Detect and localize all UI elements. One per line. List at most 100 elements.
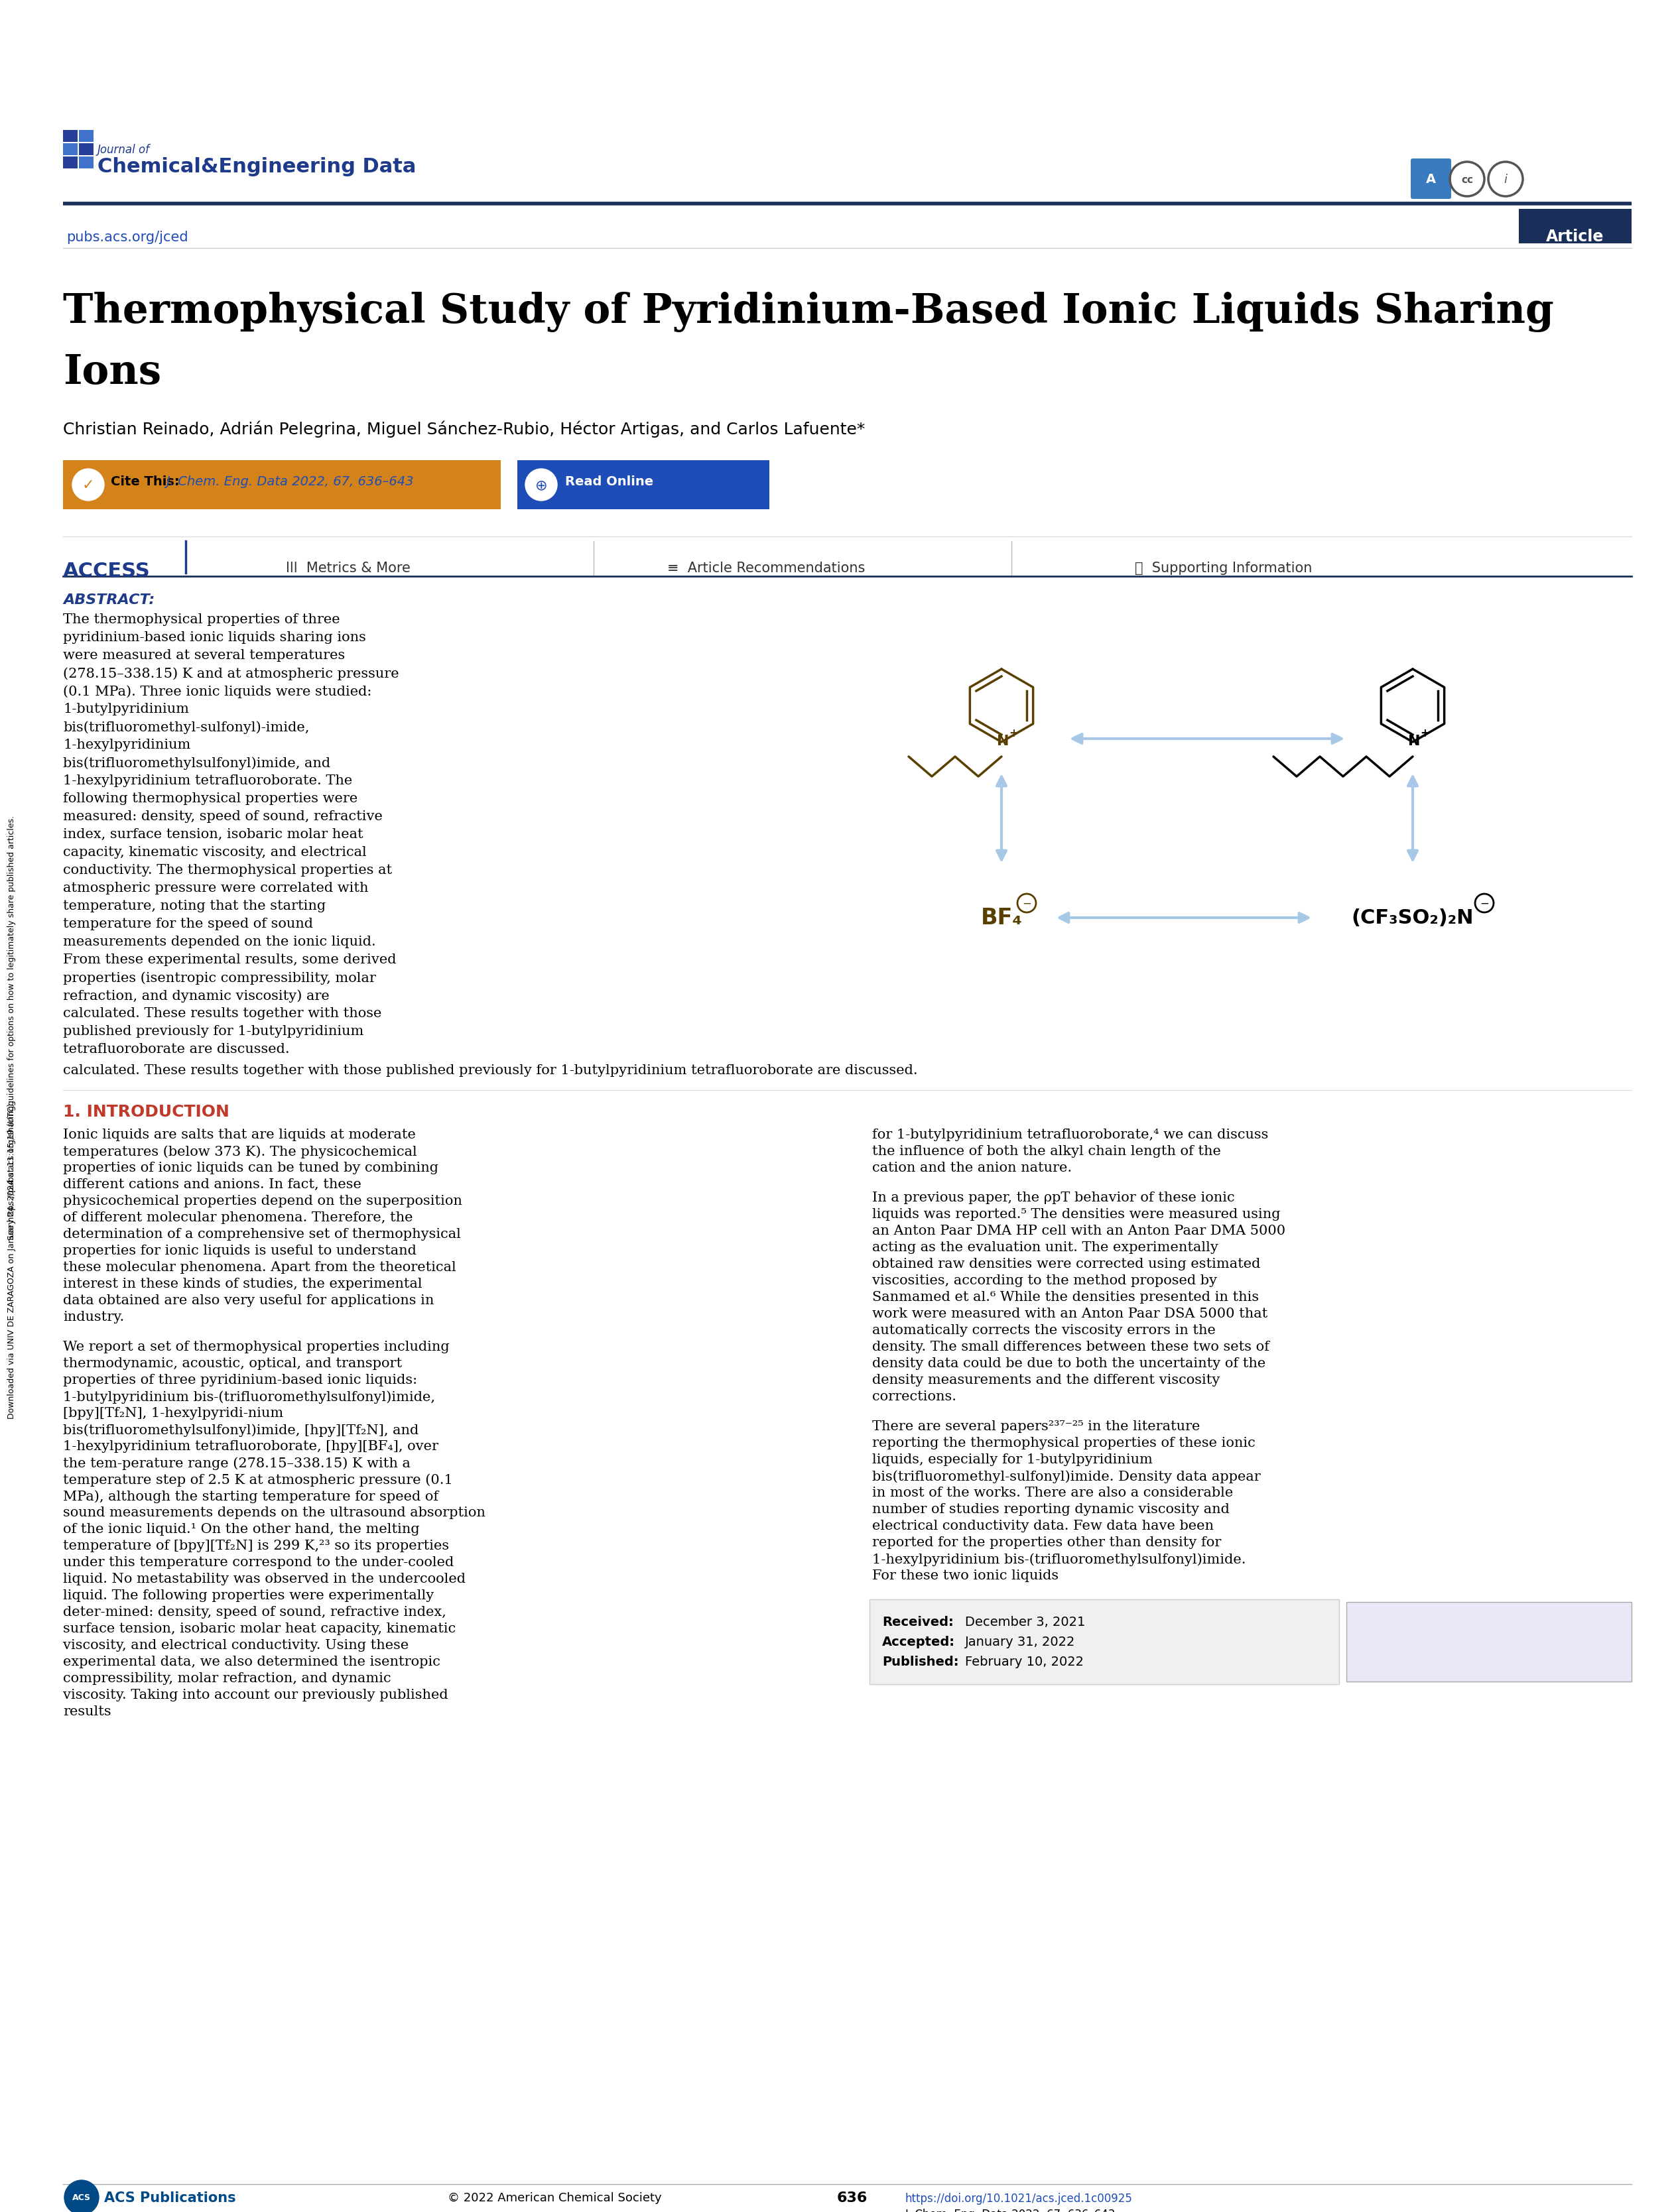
Text: liquids, especially for 1-butylpyridinium: liquids, especially for 1-butylpyridiniu… (873, 1453, 1153, 1467)
Text: ≡  Article Recommendations: ≡ Article Recommendations (668, 562, 864, 575)
Text: surface tension, isobaric molar heat capacity, kinematic: surface tension, isobaric molar heat cap… (64, 1621, 456, 1635)
Text: Christian Reinado, Adrián Pelegrina, Miguel Sánchez-Rubio, Héctor Artigas, and C: Christian Reinado, Adrián Pelegrina, Mig… (64, 420, 866, 438)
FancyBboxPatch shape (64, 460, 500, 509)
Text: (CF₃SO₂)₂N: (CF₃SO₂)₂N (1351, 909, 1473, 927)
Text: 1-hexylpyridinium: 1-hexylpyridinium (64, 739, 191, 752)
Text: −: − (1022, 898, 1032, 909)
FancyBboxPatch shape (1411, 159, 1451, 199)
Text: reporting the thermophysical properties of these ionic: reporting the thermophysical properties … (873, 1436, 1255, 1449)
Text: determination of a comprehensive set of thermophysical: determination of a comprehensive set of … (64, 1228, 461, 1241)
Text: 1-butylpyridinium bis-(trifluoromethylsulfonyl)imide,: 1-butylpyridinium bis-(trifluoromethylsu… (64, 1389, 435, 1402)
Text: Journal of: Journal of (97, 144, 149, 155)
FancyBboxPatch shape (1519, 210, 1631, 243)
Text: ACCESS: ACCESS (64, 562, 151, 582)
Text: Downloaded via UNIV DE ZARAGOZA on January 24, 2024 at 11:15:19 (UTC).: Downloaded via UNIV DE ZARAGOZA on Janua… (8, 1099, 17, 1418)
FancyBboxPatch shape (79, 131, 94, 142)
Text: We report a set of thermophysical properties including: We report a set of thermophysical proper… (64, 1340, 450, 1354)
Text: Ⓢ  Supporting Information: Ⓢ Supporting Information (1134, 562, 1312, 575)
Text: thermodynamic, acoustic, optical, and transport: thermodynamic, acoustic, optical, and tr… (64, 1356, 403, 1369)
FancyBboxPatch shape (79, 144, 94, 155)
Text: temperature, noting that the starting: temperature, noting that the starting (64, 900, 326, 911)
Text: Cite This:: Cite This: (111, 476, 180, 489)
Text: the tem-perature range (278.15–338.15) K with a: the tem-perature range (278.15–338.15) K… (64, 1455, 411, 1469)
Text: © 2022 American Chemical Society: © 2022 American Chemical Society (448, 2192, 661, 2203)
Text: under this temperature correspond to the under-cooled: under this temperature correspond to the… (64, 1555, 453, 1568)
Text: +: + (1420, 728, 1430, 739)
Text: Thermophysical Study of Pyridinium-Based Ionic Liquids Sharing: Thermophysical Study of Pyridinium-Based… (64, 292, 1554, 332)
Text: ACS Publications: ACS Publications (104, 2190, 237, 2203)
Text: results: results (64, 1705, 111, 1717)
Text: properties for ionic liquids is useful to understand: properties for ionic liquids is useful t… (64, 1243, 416, 1256)
Text: January 31, 2022: January 31, 2022 (965, 1635, 1076, 1648)
Text: refraction, and dynamic viscosity) are: refraction, and dynamic viscosity) are (64, 989, 329, 1002)
Text: in most of the works. There are also a considerable: in most of the works. There are also a c… (873, 1486, 1233, 1500)
Text: pubs.acs.org/jced: pubs.acs.org/jced (67, 230, 188, 243)
Text: viscosity. Taking into account our previously published: viscosity. Taking into account our previ… (64, 1688, 448, 1701)
Text: of different molecular phenomena. Therefore, the: of different molecular phenomena. Theref… (64, 1210, 413, 1223)
Text: 636: 636 (837, 2190, 868, 2203)
Text: data obtained are also very useful for applications in: data obtained are also very useful for a… (64, 1294, 435, 1307)
Circle shape (525, 469, 557, 502)
Text: February 10, 2022: February 10, 2022 (965, 1655, 1084, 1668)
Text: bis(trifluoromethylsulfonyl)imide, and: bis(trifluoromethylsulfonyl)imide, and (64, 757, 331, 770)
FancyBboxPatch shape (64, 157, 77, 168)
Text: of the ionic liquid.¹ On the other hand, the melting: of the ionic liquid.¹ On the other hand,… (64, 1522, 419, 1535)
Text: experimental data, we also determined the isentropic: experimental data, we also determined th… (64, 1655, 440, 1668)
Text: for 1-butylpyridinium tetrafluoroborate,⁴ we can discuss: for 1-butylpyridinium tetrafluoroborate,… (873, 1128, 1269, 1141)
Text: viscosity, and electrical conductivity. Using these: viscosity, and electrical conductivity. … (64, 1639, 409, 1650)
Text: liquid. The following properties were experimentally: liquid. The following properties were ex… (64, 1588, 435, 1601)
Text: an Anton Paar DMA HP cell with an Anton Paar DMA 5000: an Anton Paar DMA HP cell with an Anton … (873, 1223, 1285, 1237)
Text: properties of three pyridinium-based ionic liquids:: properties of three pyridinium-based ion… (64, 1374, 418, 1387)
Text: N: N (1408, 734, 1420, 748)
Text: density. The small differences between these two sets of: density. The small differences between t… (873, 1340, 1269, 1354)
FancyBboxPatch shape (517, 460, 769, 509)
Text: [bpy][Tf₂N], 1-hexylpyridi-nium: [bpy][Tf₂N], 1-hexylpyridi-nium (64, 1407, 284, 1420)
FancyBboxPatch shape (1346, 1601, 1631, 1681)
Text: following thermophysical properties were: following thermophysical properties were (64, 792, 357, 805)
Text: 1-hexylpyridinium bis-(trifluoromethylsulfonyl)imide.: 1-hexylpyridinium bis-(trifluoromethylsu… (873, 1553, 1245, 1566)
Text: index, surface tension, isobaric molar heat: index, surface tension, isobaric molar h… (64, 827, 362, 841)
Text: In a previous paper, the ρpT behavior of these ionic: In a previous paper, the ρpT behavior of… (873, 1192, 1235, 1203)
Text: work were measured with an Anton Paar DSA 5000 that: work were measured with an Anton Paar DS… (873, 1307, 1267, 1321)
Circle shape (72, 469, 104, 502)
Text: density measurements and the different viscosity: density measurements and the different v… (873, 1374, 1220, 1387)
Text: temperature of [bpy][Tf₂N] is 299 K,²³ so its properties: temperature of [bpy][Tf₂N] is 299 K,²³ s… (64, 1540, 450, 1553)
Text: these molecular phenomena. Apart from the theoretical: these molecular phenomena. Apart from th… (64, 1261, 456, 1274)
Text: The thermophysical properties of three: The thermophysical properties of three (64, 613, 341, 626)
Text: number of studies reporting dynamic viscosity and: number of studies reporting dynamic visc… (873, 1502, 1230, 1515)
Text: capacity, kinematic viscosity, and electrical: capacity, kinematic viscosity, and elect… (64, 845, 366, 858)
Text: acting as the evaluation unit. The experimentally: acting as the evaluation unit. The exper… (873, 1241, 1218, 1254)
Text: 1-hexylpyridinium tetrafluoroborate, [hpy][BF₄], over: 1-hexylpyridinium tetrafluoroborate, [hp… (64, 1440, 438, 1453)
Text: Ionic liquids are salts that are liquids at moderate: Ionic liquids are salts that are liquids… (64, 1128, 416, 1141)
Text: From these experimental results, some derived: From these experimental results, some de… (64, 953, 396, 967)
Text: Article: Article (1545, 228, 1604, 246)
Text: were measured at several temperatures: were measured at several temperatures (64, 648, 346, 661)
Text: Accepted:: Accepted: (883, 1635, 955, 1648)
Text: ACS: ACS (72, 2192, 91, 2201)
Text: properties of ionic liquids can be tuned by combining: properties of ionic liquids can be tuned… (64, 1161, 438, 1175)
Text: published previously for 1-butylpyridinium: published previously for 1-butylpyridini… (64, 1024, 364, 1037)
Text: viscosities, according to the method proposed by: viscosities, according to the method pro… (873, 1274, 1217, 1287)
Text: interest in these kinds of studies, the experimental: interest in these kinds of studies, the … (64, 1276, 423, 1290)
Text: (0.1 MPa). Three ionic liquids were studied:: (0.1 MPa). Three ionic liquids were stud… (64, 686, 371, 697)
Text: cc: cc (1462, 175, 1473, 184)
Text: temperatures (below 373 K). The physicochemical: temperatures (below 373 K). The physicoc… (64, 1146, 418, 1157)
Text: measurements depended on the ionic liquid.: measurements depended on the ionic liqui… (64, 936, 376, 949)
Text: liquid. No metastability was observed in the undercooled: liquid. No metastability was observed in… (64, 1573, 465, 1586)
Text: −: − (1480, 898, 1488, 909)
Text: J. Chem. Eng. Data 2022, 67, 636–643: J. Chem. Eng. Data 2022, 67, 636–643 (906, 2208, 1116, 2212)
Text: BF₄: BF₄ (980, 907, 1022, 929)
Text: temperature step of 2.5 K at atmospheric pressure (0.1: temperature step of 2.5 K at atmospheric… (64, 1473, 453, 1486)
Text: industry.: industry. (64, 1310, 124, 1323)
Text: sound measurements depends on the ultrasound absorption: sound measurements depends on the ultras… (64, 1506, 485, 1520)
Text: electrical conductivity data. Few data have been: electrical conductivity data. Few data h… (873, 1520, 1213, 1533)
Text: atmospheric pressure were correlated with: atmospheric pressure were correlated wit… (64, 883, 369, 894)
Text: Received:: Received: (883, 1615, 953, 1628)
Text: 1-hexylpyridinium tetrafluoroborate. The: 1-hexylpyridinium tetrafluoroborate. The (64, 774, 352, 787)
Text: physicochemical properties depend on the superposition: physicochemical properties depend on the… (64, 1194, 461, 1208)
Text: 1. INTRODUCTION: 1. INTRODUCTION (64, 1104, 230, 1119)
Text: cation and the anion nature.: cation and the anion nature. (873, 1161, 1072, 1175)
Text: different cations and anions. In fact, these: different cations and anions. In fact, t… (64, 1179, 361, 1190)
Text: obtained raw densities were corrected using estimated: obtained raw densities were corrected us… (873, 1256, 1260, 1270)
FancyBboxPatch shape (64, 131, 77, 142)
